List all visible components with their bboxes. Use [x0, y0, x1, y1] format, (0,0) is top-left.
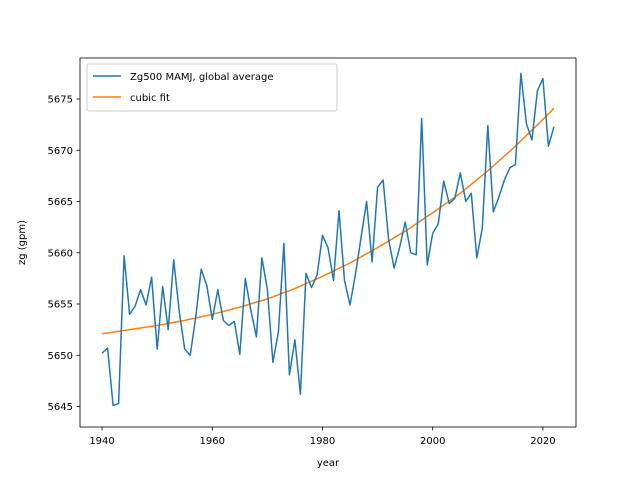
y-tick-label: 5675	[48, 95, 73, 106]
legend-label-cubic-fit: cubic fit	[130, 93, 170, 104]
legend-box	[86, 63, 338, 112]
series-line-zg500	[101, 72, 555, 407]
y-axis-ticks: 5645 5650 5655 5660 5665 5670 5675	[48, 95, 80, 413]
x-axis-ticks: 1940 1960 1980 2000 2020	[89, 427, 556, 447]
legend: Zg500 MAMJ, global average cubic fit	[86, 63, 338, 112]
legend-label-zg500: Zg500 MAMJ, global average	[130, 72, 273, 83]
zg500-line-group	[101, 72, 555, 407]
plot-background	[80, 58, 576, 427]
x-tick-label: 1980	[310, 436, 335, 447]
x-axis-label: year	[317, 458, 340, 469]
plot-frame	[79, 57, 577, 428]
x-tick-label: 1960	[200, 436, 225, 447]
x-tick-label: 2000	[420, 436, 445, 447]
y-tick-label: 5650	[48, 351, 73, 362]
y-tick-label: 5665	[48, 197, 73, 208]
y-tick-label: 5655	[48, 300, 73, 311]
x-tick-label: 2020	[530, 436, 555, 447]
y-tick-label: 5645	[48, 402, 73, 413]
y-axis-label: zg (gpm)	[17, 220, 28, 265]
y-tick-label: 5670	[48, 146, 73, 157]
x-tick-label: 1940	[89, 436, 114, 447]
y-tick-label: 5660	[48, 248, 73, 259]
